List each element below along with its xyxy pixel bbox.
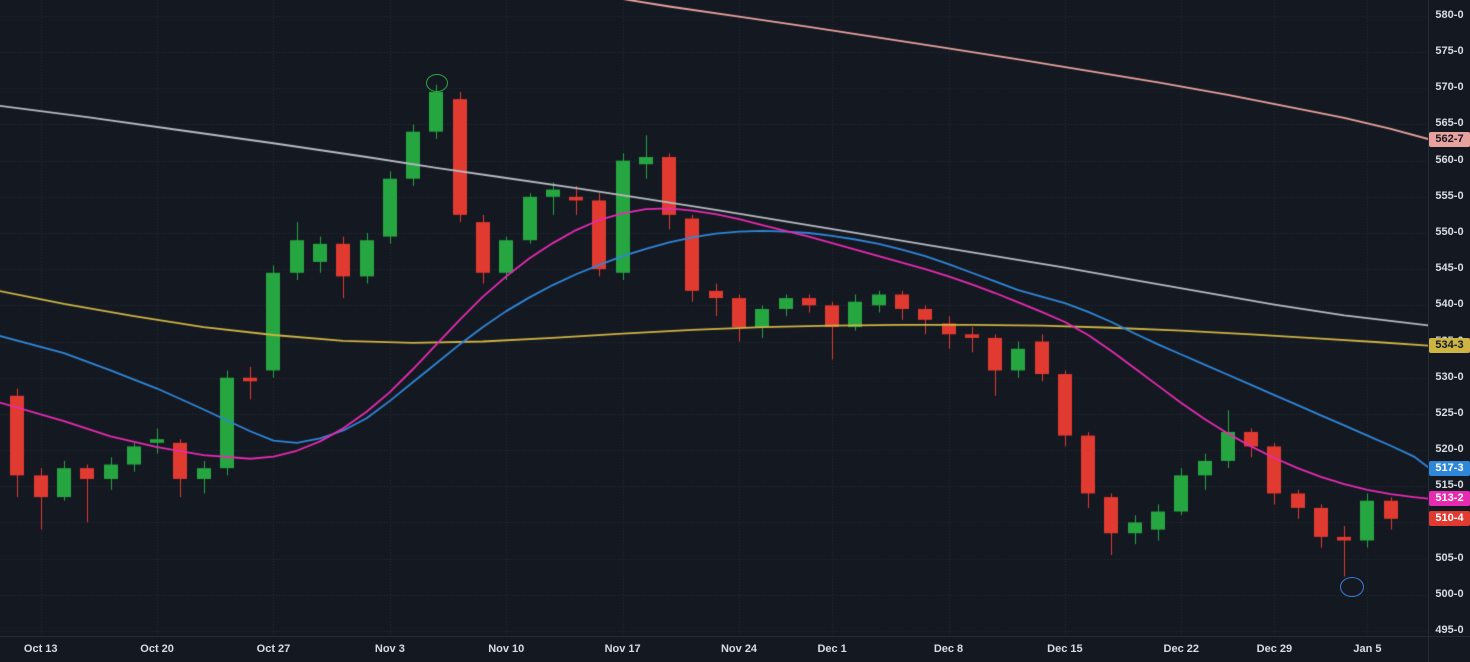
price-tick-label: 550-0 [1435, 225, 1464, 238]
time-tick-label: Nov 17 [604, 643, 641, 655]
price-axis[interactable]: 580-0 575-0 570-0 565-0 560-0 555-0 550-0 545-0… [1428, 0, 1470, 636]
time-tick-label: Oct 13 [23, 643, 58, 655]
time-tick-label: Nov 24 [720, 643, 758, 655]
price-tick-label: 545-0 [1435, 262, 1464, 275]
ma-salmon-price-label: 562-7 [1429, 132, 1470, 148]
time-tick-label: Nov 10 [488, 643, 525, 655]
price-tick-label: 560-0 [1435, 153, 1464, 166]
ma-blue-price-label: 517-3 [1429, 461, 1470, 477]
time-tick-label: Dec 22 [1163, 643, 1200, 655]
ma-magenta-price-label: 513-2 [1429, 491, 1470, 507]
time-tick-label: Dec 29 [1256, 643, 1293, 655]
price-tick-label: 525-0 [1435, 406, 1464, 419]
chart-plot-area[interactable] [0, 0, 1428, 636]
price-tick-label: 520-0 [1435, 443, 1464, 456]
time-tick-label: Dec 15 [1047, 643, 1083, 655]
price-tick-label: 565-0 [1435, 117, 1464, 130]
axis-corner [1428, 636, 1470, 662]
price-tick-label: 500-0 [1435, 587, 1464, 600]
price-tick-label: 540-0 [1435, 298, 1464, 311]
price-tick-label: 505-0 [1435, 551, 1464, 564]
chart-canvas[interactable] [0, 0, 1428, 636]
price-tick-label: 555-0 [1435, 189, 1464, 202]
last-price-label: 510-4 [1429, 511, 1470, 527]
time-tick-label: Oct 27 [256, 643, 291, 655]
time-tick-label: Jan 5 [1353, 643, 1382, 655]
ma-yellow-price-label: 534-3 [1429, 338, 1470, 354]
time-tick-label: Oct 20 [140, 643, 174, 655]
low-circle-annotation[interactable] [1340, 577, 1365, 598]
high-circle-annotation[interactable] [426, 74, 449, 93]
price-tick-label: 495-0 [1435, 623, 1464, 636]
time-tick-label: Dec 1 [817, 643, 847, 655]
price-tick-label: 580-0 [1435, 8, 1464, 21]
price-tick-label: 515-0 [1435, 479, 1464, 492]
time-axis[interactable]: Oct 13 Oct 20 Oct 27 Nov 3 Nov 10 Nov 17 Nov 2… [0, 636, 1428, 662]
time-tick-label: Dec 8 [933, 643, 964, 655]
price-tick-label: 570-0 [1435, 81, 1464, 94]
time-tick-label: Nov 3 [374, 643, 405, 655]
price-tick-label: 575-0 [1435, 45, 1464, 58]
price-tick-label: 530-0 [1435, 370, 1464, 383]
